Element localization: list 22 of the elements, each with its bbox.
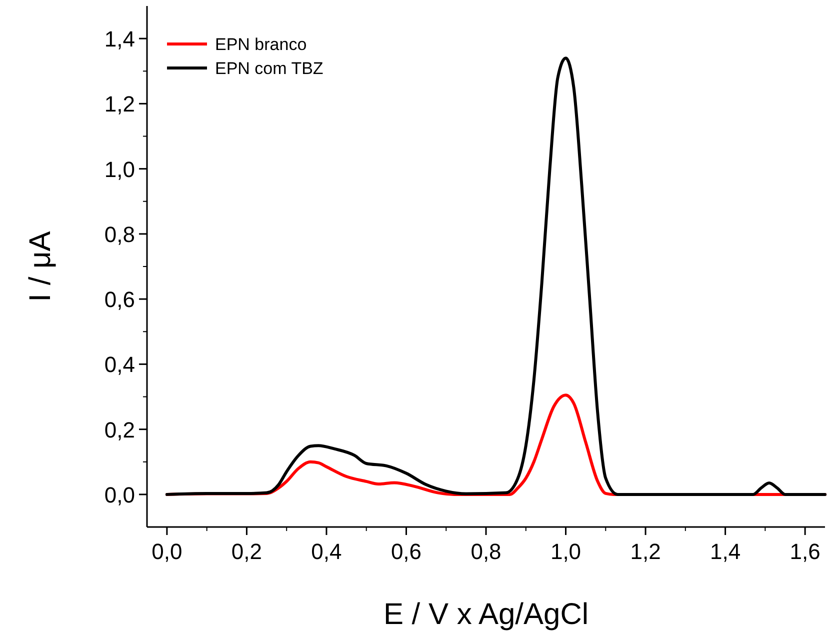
- x-axis-title: E / V x Ag/AgCl: [383, 598, 589, 631]
- y-tick-label: 1,4: [104, 26, 135, 52]
- x-tick-label: 1,4: [710, 539, 741, 564]
- legend-label: EPN com TBZ: [215, 59, 324, 78]
- line-series: [165, 56, 826, 496]
- legend-label: EPN branco: [215, 35, 307, 54]
- y-tick-label: 1,0: [104, 156, 135, 182]
- y-tick-label: 1,2: [104, 92, 135, 117]
- y-tick-label: 0,8: [104, 222, 135, 247]
- x-tick-label: 0,0: [152, 539, 182, 564]
- y-tick-label: 0,6: [104, 287, 135, 312]
- y-tick-label: 0,4: [104, 352, 135, 378]
- x-tick-label: 0,4: [311, 539, 342, 564]
- y-axis-title: I / μA: [24, 231, 57, 302]
- x-tick-label: 1,0: [550, 539, 582, 564]
- x-tick-label: 1,6: [790, 539, 820, 564]
- x-tick-label: 1,2: [630, 539, 661, 564]
- x-tick-label: 0,6: [390, 539, 422, 564]
- y-tick-label: 0,0: [104, 482, 135, 508]
- x-tick-label: 0,8: [470, 539, 502, 564]
- y-tick-label: 0,2: [104, 417, 135, 442]
- x-tick-label: 0,2: [231, 539, 262, 564]
